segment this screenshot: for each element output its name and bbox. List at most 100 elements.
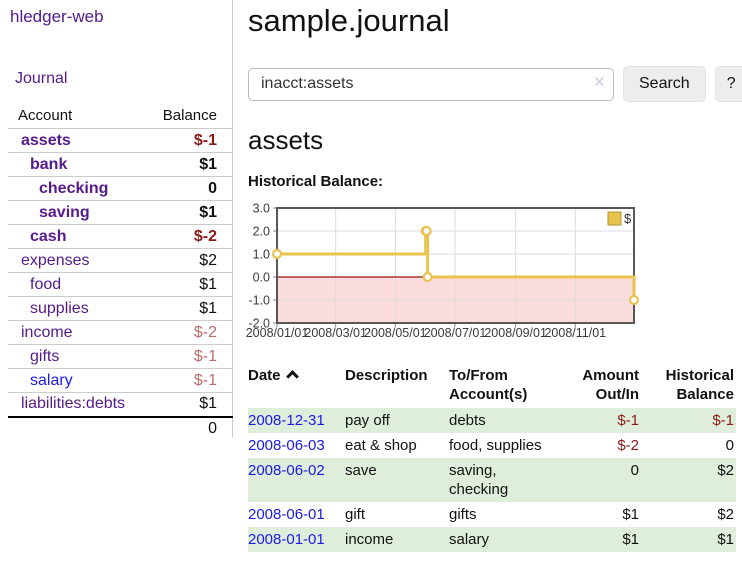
account-balance: $1 [141,200,233,225]
table-row: cash $-2 [8,224,233,249]
account-link-salary[interactable]: salary [30,371,73,389]
app-title-link[interactable]: hledger-web [10,7,104,26]
data-point-marker [628,294,640,306]
account-balance: $-1 [141,344,233,369]
account-balance: 0 [141,176,233,201]
account-link-gifts[interactable]: gifts [30,347,60,365]
transaction-date-link[interactable]: 2008-06-03 [248,437,325,454]
chart-y-tick-label: 3.0 [253,202,270,216]
chart-y-tick-label: 1.0 [253,248,270,262]
search-bar: × Search ? [248,66,742,102]
chart-y-tick-label: -1.0 [248,294,270,308]
account-link-expenses[interactable]: expenses [21,251,90,269]
table-row: income $-2 [8,320,233,345]
transaction-balance: 0 [725,437,734,454]
account-link-checking[interactable]: checking [39,179,109,197]
register-table: Date Description To/From Account(s) Amou… [248,364,736,552]
data-point-marker [421,225,432,237]
chart-title: Historical Balance: [248,173,384,190]
chart-x-tick-label: 2008/07/01 [424,326,487,340]
transaction-accounts: food, supplies [449,437,542,454]
chart-x-tick-label: 2008/01/01 [246,326,309,340]
chart-border [276,207,635,324]
table-row: assets $-1 [8,128,233,153]
table-row: 2008-06-03 eat & shop food, supplies $-2… [248,433,736,458]
table-row: checking 0 [8,176,233,201]
transaction-date-link[interactable]: 2008-12-31 [248,412,325,429]
legend-label: $ [624,211,632,226]
transaction-amount: $1 [622,531,639,548]
chart-x-tick-label: 2008/05/01 [364,326,427,340]
account-link-cash[interactable]: cash [30,227,67,245]
account-link-saving[interactable]: saving [39,203,90,221]
chart-y-tick-label: -2.0 [248,317,270,331]
historical-balance-chart: 2008/01/012008/03/012008/05/012008/07/01… [246,202,640,340]
account-balance: $-2 [141,224,233,249]
transaction-balance: $2 [717,462,734,479]
transaction-date-link[interactable]: 2008-06-01 [248,506,325,523]
table-row: saving $1 [8,200,233,225]
transaction-amount: $1 [622,506,639,523]
account-heading: assets [248,125,324,155]
transaction-accounts: gifts [449,506,477,523]
transaction-date-link[interactable]: 2008-01-01 [248,531,325,548]
register-header-row: Date Description To/From Account(s) Amou… [248,364,736,408]
accounts-header-account: Account [18,107,73,124]
account-link-supplies[interactable]: supplies [30,299,89,317]
data-point-marker [271,248,283,260]
search-input[interactable] [248,67,614,101]
accounts-table: Account Balance assets $-1 bank $1 check… [8,104,233,441]
page-title: sample.journal [248,3,450,38]
table-row: salary $-1 [8,368,233,393]
transaction-description: income [345,531,394,548]
account-balance: $1 [141,152,233,177]
clear-search-icon[interactable]: × [593,71,605,93]
table-row: food $1 [8,272,233,297]
transaction-date-link[interactable]: 2008-06-02 [248,462,325,479]
table-row: bank $1 [8,152,233,177]
chart-y-tick-label: 0.0 [253,271,270,285]
account-link-bank[interactable]: bank [30,155,68,173]
register-header-description: Description [345,367,428,384]
table-row: 2008-01-01 income salary $1 $1 [248,527,736,552]
register-header-balance: Historical Balance [665,367,734,403]
table-row: 2008-12-31 pay off debts $-1 $-1 [248,408,736,433]
data-point-marker [422,271,433,283]
register-header-date[interactable]: Date [248,364,345,408]
table-row: gifts $-1 [8,344,233,369]
table-row: expenses $2 [8,248,233,273]
account-balance: $1 [141,392,233,417]
sidebar-item-journal[interactable]: Journal [15,70,68,87]
transaction-balance: $1 [717,531,734,548]
chart-x-tick-label: 2008/03/01 [304,326,367,340]
register-header-accounts: To/From Account(s) [449,367,528,403]
transaction-accounts: debts [449,412,486,429]
search-button[interactable]: Search [623,66,706,102]
account-link-assets[interactable]: assets [21,131,71,149]
transaction-amount: $-1 [617,412,639,429]
table-row: 2008-06-01 gift gifts $1 $2 [248,502,736,527]
register-header-amount: Amount Out/In [582,367,639,403]
account-balance: $-1 [141,128,233,153]
transaction-description: gift [345,506,366,523]
account-link-food[interactable]: food [30,275,62,293]
legend-swatch [607,211,622,226]
table-row: 2008-06-02 save saving, checking 0 $2 [248,458,736,502]
transaction-balance: $2 [717,506,734,523]
accounts-total-balance: 0 [141,415,233,441]
table-row: supplies $1 [8,296,233,321]
account-link-liabilities-debts[interactable]: liabilities:debts [21,395,126,413]
help-button[interactable]: ? [714,66,742,102]
transaction-description: eat & shop [345,437,417,454]
account-balance: $1 [141,296,233,321]
transaction-balance: $-1 [712,412,734,429]
accounts-header-balance: Balance [162,107,217,124]
sort-ascending-icon [285,370,299,383]
transaction-description: save [345,462,377,479]
table-row: liabilities:debts $1 [8,392,233,417]
transaction-amount: 0 [630,462,639,479]
account-link-income[interactable]: income [21,323,73,341]
account-balance: $2 [141,248,233,273]
account-balance: $1 [141,272,233,297]
